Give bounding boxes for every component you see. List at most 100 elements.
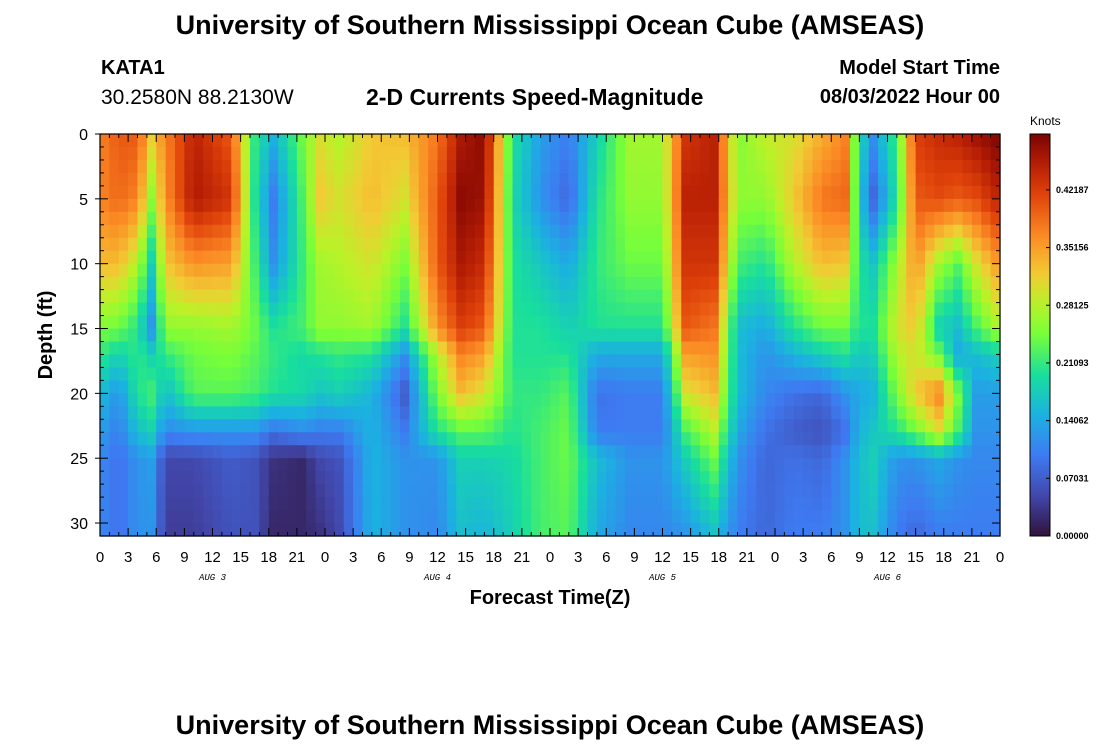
heatmap-cell [390, 276, 401, 291]
heatmap-cell [643, 289, 654, 304]
heatmap-cell [962, 497, 973, 511]
heatmap-cell [896, 276, 907, 291]
heatmap-cell [540, 432, 551, 446]
heatmap-cell [981, 484, 992, 498]
heatmap-cell [728, 367, 739, 381]
heatmap-cell [587, 146, 598, 161]
heatmap-cell [109, 432, 120, 446]
heatmap-cell [709, 471, 720, 485]
heatmap-cell [718, 172, 729, 187]
heatmap-cell [981, 328, 992, 343]
heatmap-cell [803, 471, 814, 485]
heatmap-cell [128, 510, 139, 524]
heatmap-cell [475, 198, 485, 213]
heatmap-cell [859, 289, 870, 304]
heatmap-cell [446, 354, 457, 369]
heatmap-cell [137, 432, 148, 446]
heatmap-cell [184, 198, 195, 213]
heatmap-cell [718, 224, 729, 239]
heatmap-cell [775, 185, 785, 200]
x-axis-label: Forecast Time(Z) [470, 587, 631, 609]
heatmap-cell [493, 497, 504, 511]
heatmap-cell [868, 354, 879, 369]
heatmap-cell [568, 458, 579, 472]
heatmap-cell [268, 341, 279, 356]
heatmap-cell [943, 159, 954, 174]
heatmap-cell [409, 419, 420, 433]
heatmap-cell [493, 393, 504, 407]
heatmap-cell [737, 250, 748, 265]
heatmap-cell [934, 354, 945, 369]
heatmap-cell [728, 380, 739, 394]
heatmap-cell [118, 159, 129, 174]
heatmap-cell [709, 523, 720, 537]
heatmap-cell [831, 380, 842, 394]
heatmap-cell [287, 458, 298, 472]
heatmap-cell [306, 523, 317, 537]
heatmap-cell [690, 315, 701, 330]
heatmap-cell [287, 224, 298, 239]
heatmap-cell [250, 510, 260, 524]
heatmap-cell [268, 419, 279, 433]
heatmap-cell [578, 172, 589, 187]
heatmap-cell [371, 406, 382, 420]
heatmap-cell [887, 445, 898, 459]
heatmap-cell [381, 302, 392, 317]
heatmap-cell [362, 198, 373, 213]
heatmap-cell [803, 211, 814, 226]
heatmap-cell [953, 134, 964, 148]
heatmap-cell [221, 393, 232, 407]
heatmap-cell [212, 134, 223, 148]
heatmap-cell [409, 484, 420, 498]
heatmap-cell [634, 224, 645, 239]
heatmap-cell [925, 289, 935, 304]
heatmap-cell [418, 315, 429, 330]
heatmap-cell [475, 315, 485, 330]
heatmap-cell [146, 237, 157, 252]
heatmap-cell [512, 328, 523, 343]
heatmap-cell [156, 276, 167, 291]
heatmap-cell [887, 354, 898, 369]
heatmap-cell [803, 302, 814, 317]
heatmap-cell [306, 393, 317, 407]
heatmap-cell [437, 211, 448, 226]
heatmap-cell [568, 250, 579, 265]
heatmap-cell [690, 367, 701, 381]
heatmap-cell [859, 315, 870, 330]
heatmap-cell [128, 393, 139, 407]
heatmap-cell [971, 172, 982, 187]
heatmap-cell [456, 393, 467, 407]
heatmap-cell [109, 185, 120, 200]
heatmap-cell [156, 185, 167, 200]
heatmap-cell [690, 419, 701, 433]
heatmap-cell [531, 172, 542, 187]
heatmap-cell [803, 315, 814, 330]
heatmap-cell [250, 393, 260, 407]
heatmap-cell [278, 458, 289, 472]
heatmap-cell [521, 510, 532, 524]
heatmap-cell [465, 302, 476, 317]
heatmap-cell [700, 393, 710, 407]
heatmap-cell [737, 419, 748, 433]
heatmap-cell [728, 146, 739, 161]
heatmap-cell [943, 172, 954, 187]
heatmap-cell [737, 328, 748, 343]
heatmap-cell [221, 146, 232, 161]
heatmap-cell [268, 159, 279, 174]
heatmap-cell [615, 510, 626, 524]
heatmap-cell [775, 523, 785, 537]
heatmap-cell [990, 328, 1001, 343]
heatmap-cell [193, 250, 204, 265]
heatmap-cell [634, 484, 645, 498]
heatmap-cell [521, 380, 532, 394]
heatmap-cell [100, 263, 110, 278]
heatmap-cell [484, 354, 495, 369]
heatmap-cell [418, 185, 429, 200]
heatmap-cell [146, 198, 157, 213]
heatmap-cell [362, 510, 373, 524]
heatmap-cell [568, 497, 579, 511]
heatmap-cell [231, 224, 242, 239]
heatmap-cell [896, 250, 907, 265]
heatmap-cell [100, 289, 110, 304]
heatmap-cell [868, 276, 879, 291]
